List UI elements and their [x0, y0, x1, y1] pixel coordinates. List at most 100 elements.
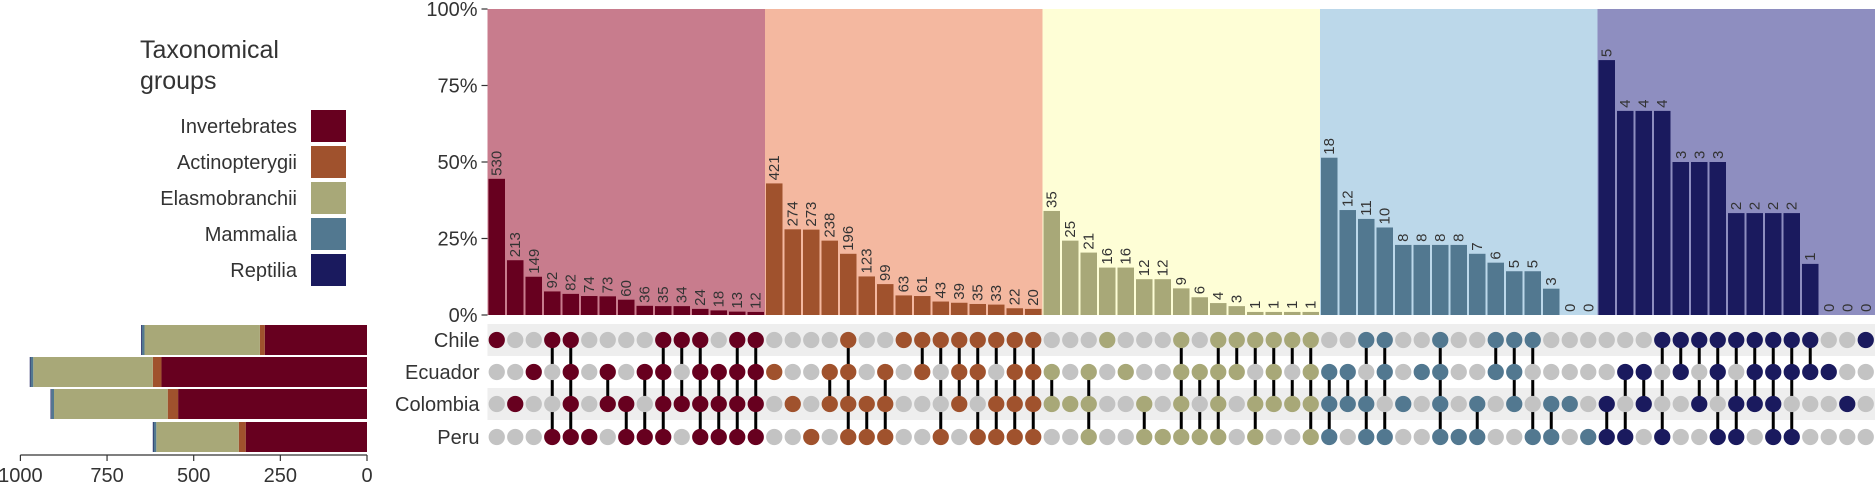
- matrix-dot-active: [914, 363, 931, 381]
- matrix-dot-active: [1672, 331, 1689, 349]
- matrix-dot-active: [655, 428, 672, 446]
- matrix-dot-active: [1025, 363, 1042, 381]
- matrix-dot: [1728, 363, 1745, 381]
- matrix-dot-active: [1265, 395, 1282, 413]
- bar-value-label: 73: [600, 277, 617, 294]
- bar-value-label: 0: [1580, 304, 1597, 312]
- matrix-dot-active: [747, 428, 764, 446]
- legend-label: Mammalia: [205, 224, 298, 246]
- intersection-bar: [636, 305, 653, 315]
- matrix-dot-active: [1210, 395, 1227, 413]
- bar-value-label: 1: [1284, 301, 1301, 309]
- matrix-dot-active: [1358, 428, 1375, 446]
- matrix-dot-active: [618, 428, 635, 446]
- matrix-dot-active: [951, 363, 968, 381]
- matrix-dot: [895, 395, 912, 413]
- matrix-dot-active: [599, 395, 616, 413]
- matrix-dot-active: [895, 331, 912, 349]
- intersection-bar: [1154, 279, 1171, 315]
- matrix-dot-active: [1062, 395, 1079, 413]
- matrix-dot-active: [1376, 428, 1393, 446]
- matrix-dot: [1080, 331, 1097, 349]
- matrix-dot: [1561, 363, 1578, 381]
- legend-swatch: [311, 218, 346, 250]
- matrix-dot-active: [1210, 363, 1227, 381]
- bar-value-label: 36: [637, 286, 654, 303]
- matrix-dot-active: [1210, 428, 1227, 446]
- matrix-dot: [1506, 428, 1523, 446]
- matrix-dot-active: [562, 395, 579, 413]
- matrix-dot: [1654, 395, 1671, 413]
- set-size-segment: [33, 357, 153, 387]
- matrix-dot-active: [710, 428, 727, 446]
- intersection-bar: [488, 178, 505, 315]
- intersection-bar: [729, 311, 746, 315]
- matrix-dot-active: [1302, 363, 1319, 381]
- intersection-bar: [1802, 263, 1819, 315]
- matrix-dot-active: [692, 331, 709, 349]
- matrix-dot-active: [1136, 428, 1153, 446]
- bar-value-label: 0: [1562, 304, 1579, 312]
- matrix-dot-active: [858, 428, 875, 446]
- matrix-dot-active: [1691, 331, 1708, 349]
- bar-value-label: 6: [1488, 251, 1505, 259]
- matrix-dot-active: [969, 331, 986, 349]
- matrix-dot-active: [1802, 331, 1819, 349]
- intersection-bar: [655, 306, 672, 315]
- matrix-dot: [803, 395, 820, 413]
- y-tick-label: 75%: [437, 76, 477, 98]
- bar-value-label: 3: [1691, 151, 1708, 159]
- matrix-dot-active: [1672, 363, 1689, 381]
- matrix-dot-active: [1839, 395, 1856, 413]
- bar-value-label: 149: [526, 249, 543, 274]
- matrix-dot-active: [1043, 395, 1060, 413]
- intersection-bar: [1339, 210, 1356, 315]
- matrix-dot-active: [1413, 363, 1430, 381]
- intersection-bar: [1543, 288, 1560, 315]
- matrix-dot-active: [840, 395, 857, 413]
- matrix-dot-active: [673, 395, 690, 413]
- matrix-dot-active: [1487, 363, 1504, 381]
- intersection-bar: [1524, 271, 1541, 315]
- matrix-dot-active: [1339, 395, 1356, 413]
- matrix-dot: [507, 428, 524, 446]
- intersection-bar: [747, 311, 764, 315]
- intersection-bar: [1302, 311, 1319, 315]
- bar-value-label: 9: [1173, 277, 1190, 285]
- matrix-dot: [1154, 331, 1171, 349]
- matrix-dot: [673, 428, 690, 446]
- bar-value-label: 1: [1247, 301, 1264, 309]
- matrix-dot-active: [1006, 363, 1023, 381]
- matrix-dot-active: [1432, 363, 1449, 381]
- matrix-dot-active: [1228, 331, 1245, 349]
- matrix-dot-active: [1080, 395, 1097, 413]
- matrix-dot: [951, 428, 968, 446]
- set-size-segment: [141, 325, 145, 355]
- intersection-bar: [951, 302, 968, 315]
- set-size-segment: [54, 389, 168, 419]
- matrix-dot: [1839, 331, 1856, 349]
- matrix-dot-active: [840, 363, 857, 381]
- intersection-bar: [803, 229, 820, 315]
- matrix-dot: [1839, 363, 1856, 381]
- matrix-dot: [1469, 363, 1486, 381]
- matrix-dot-active: [1598, 428, 1615, 446]
- matrix-dot-active: [729, 331, 746, 349]
- matrix-dot: [488, 395, 505, 413]
- matrix-dot: [544, 395, 561, 413]
- matrix-dot: [803, 331, 820, 349]
- matrix-dot-active: [747, 363, 764, 381]
- matrix-dot: [821, 331, 838, 349]
- matrix-dot: [1191, 331, 1208, 349]
- matrix-dot: [1395, 428, 1412, 446]
- matrix-dot-active: [1025, 428, 1042, 446]
- matrix-dot: [1247, 363, 1264, 381]
- matrix-dot-active: [1765, 363, 1782, 381]
- bar-value-label: 1: [1802, 253, 1819, 261]
- matrix-dot: [1099, 428, 1116, 446]
- matrix-dot: [525, 331, 542, 349]
- bar-value-label: 18: [1321, 138, 1338, 155]
- intersection-bar: [673, 306, 690, 315]
